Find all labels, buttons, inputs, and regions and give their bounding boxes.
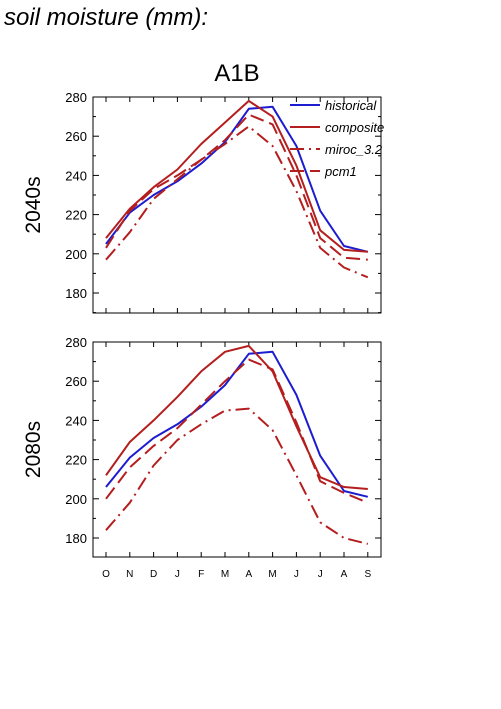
panel-2-frame <box>92 341 382 558</box>
x-tick-label: D <box>150 569 157 580</box>
x-tick-label: F <box>198 569 204 580</box>
panel-2-ytick-label: 180 <box>65 531 87 546</box>
x-tick-label: N <box>126 569 133 580</box>
panel-1-ytick-label: 240 <box>65 168 87 183</box>
panel-2-ytick-label: 280 <box>65 335 87 350</box>
legend-label: composite <box>325 120 384 135</box>
x-tick-label: J <box>175 569 180 580</box>
x-tick-label: S <box>364 569 371 580</box>
panel-1-ytick-label: 220 <box>65 208 87 223</box>
panel-1-ytick-label: 260 <box>65 129 87 144</box>
x-tick-label: J <box>294 569 299 580</box>
panel-2-row-label: 2080s <box>22 421 45 478</box>
panel-1-row-label: 2040s <box>22 176 45 233</box>
panel-1-series-pcm1 <box>105 113 368 261</box>
panel-1-series-historical <box>105 105 369 253</box>
panel-2-series-historical <box>105 350 369 498</box>
x-tick-label: M <box>221 569 229 580</box>
panel-1-series-miroc-3-2 <box>105 125 369 279</box>
x-tick-label: J <box>318 569 323 580</box>
x-tick-label: A <box>245 569 252 580</box>
panel-2-ytick-label: 220 <box>65 453 87 468</box>
panel-2-ytick-label: 260 <box>65 374 87 389</box>
panel-2-series-miroc-3-2 <box>105 407 369 545</box>
legend-label: miroc_3.2 <box>325 142 383 157</box>
panel-title: A1B <box>214 60 259 87</box>
panel-1-series-composite <box>105 99 368 253</box>
panel-1-frame <box>92 96 382 314</box>
panel-2-ytick-label: 240 <box>65 413 87 428</box>
legend-label: pcm1 <box>324 164 357 179</box>
x-tick-label: O <box>102 569 110 580</box>
panel-2-series-pcm1 <box>105 358 369 504</box>
panel-1-ytick-label: 200 <box>65 247 87 262</box>
legend-label: historical <box>325 98 377 113</box>
x-tick-label: A <box>341 569 348 580</box>
panel-1-ytick-label: 280 <box>65 90 87 105</box>
figure-title: soil moisture (mm): <box>4 4 209 31</box>
panel-2-series-composite <box>105 344 368 490</box>
panel-1-ytick-label: 180 <box>65 286 87 301</box>
x-tick-label: M <box>268 569 276 580</box>
panel-2-ytick-label: 200 <box>65 492 87 507</box>
